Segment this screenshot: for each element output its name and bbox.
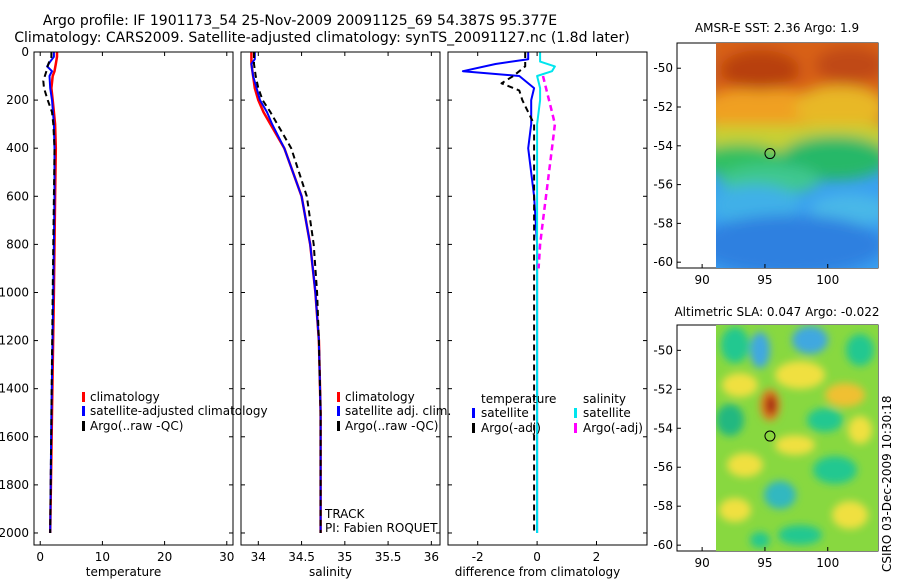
- difference-legend-swatch-3: [574, 423, 577, 433]
- figure-title-line1: Argo profile: IF 1901173_54 25-Nov-2009 …: [43, 13, 557, 29]
- depth-tick-label-6: 1200: [0, 334, 29, 348]
- sst-map-ytick-label-0: -50: [653, 61, 673, 75]
- salinity-legend-swatch-1: [337, 406, 340, 416]
- difference-legend-title-0: temperature: [481, 392, 556, 406]
- depth-tick-label-1: 200: [6, 93, 29, 107]
- difference-legend-swatch-2: [574, 408, 577, 418]
- salinity-xlabel: salinity: [309, 565, 352, 579]
- difference-series-2: [536, 52, 556, 533]
- depth-tick-label-5: 1000: [0, 285, 29, 299]
- temperature-xtick-label-1: 10: [95, 550, 110, 564]
- salinity-legend-swatch-2: [337, 421, 340, 431]
- salinity-legend-label-2: Argo(..raw -QC): [345, 419, 438, 433]
- salinity-legend-label-1: satellite adj. clim.: [345, 404, 451, 418]
- difference-legend-label-1: Argo(-adj): [481, 421, 541, 435]
- difference-legend-swatch-0: [472, 408, 475, 418]
- difference-legend-title-1: salinity: [583, 392, 626, 406]
- sst-map-ytick-label-2: -54: [653, 139, 673, 153]
- difference-xlabel: difference from climatology: [455, 565, 621, 579]
- temperature-legend-swatch-2: [82, 421, 85, 431]
- depth-tick-label-4: 800: [6, 237, 29, 251]
- salinity-legend-swatch-0: [337, 392, 340, 402]
- difference-series-1: [500, 52, 536, 533]
- depth-tick-label-3: 600: [6, 189, 29, 203]
- temperature-legend-label-0: climatology: [90, 390, 160, 404]
- sla-map-panel: Altimetric SLA: 0.047 Argo: -0.022: [653, 305, 879, 570]
- difference-xtick-label-2: 2: [593, 550, 601, 564]
- temperature-legend-swatch-1: [82, 406, 85, 416]
- salinity-legend-label-0: climatology: [345, 390, 415, 404]
- sst-map-xtick-label-1: 95: [757, 273, 772, 287]
- salinity-panel: 34 34.5 35 35.5 36 salinity climatologysatelli…: [240, 51, 451, 579]
- sst-map-title: AMSR-E SST: 2.36 Argo: 1.9: [695, 21, 859, 35]
- temperature-xtick-label-2: 20: [157, 550, 172, 564]
- salinity-annotation-0: TRACK: [324, 507, 366, 521]
- salinity-axes-frame: [240, 51, 441, 546]
- sla-map-ytick-label-4: -58: [653, 499, 673, 513]
- difference-legend-label-2: satellite: [583, 406, 631, 420]
- salinity-xtick-label-2: 35: [337, 550, 352, 564]
- salinity-series-0: [250, 52, 322, 533]
- temperature-series-2: [42, 52, 56, 534]
- sla-argo-marker: [764, 430, 776, 442]
- salinity-xtick-label-0: 34: [251, 550, 266, 564]
- sla-map-ytick-label-2: -54: [653, 421, 673, 435]
- salinity-annotation-1: PI: Fabien ROQUET: [325, 521, 438, 535]
- salinity-series-2: [253, 52, 322, 533]
- temperature-axes-frame: [33, 51, 234, 546]
- sla-map-ytick-label-1: -52: [653, 382, 673, 396]
- temperature-legend-swatch-0: [82, 392, 85, 402]
- footer-timestamp: CSIRO 03-Dec-2009 10:30:18: [880, 395, 894, 572]
- depth-tick-label-0: 0: [21, 45, 29, 59]
- difference-xtick-label-1: 0: [533, 550, 541, 564]
- sla-map-xtick-label-2: 100: [816, 556, 839, 570]
- temperature-legend-label-2: Argo(..raw -QC): [90, 419, 183, 433]
- temperature-panel: 0 10 20 30 temperature 0 200 400 600 800 1000 1200 1…: [0, 45, 268, 579]
- salinity-xtick-label-4: 36: [424, 550, 439, 564]
- difference-legend-label-3: Argo(-adj): [583, 421, 643, 435]
- sst-map-xtick-label-2: 100: [816, 273, 839, 287]
- depth-tick-label-9: 1800: [0, 478, 29, 492]
- depth-tick-label-8: 1600: [0, 430, 29, 444]
- difference-series-0: [461, 52, 539, 533]
- salinity-series-1: [250, 52, 322, 533]
- sla-map-xtick-label-1: 95: [757, 556, 772, 570]
- temperature-xlabel: temperature: [86, 565, 161, 579]
- salinity-xtick-label-1: 34.5: [288, 550, 315, 564]
- temperature-xtick-label-0: 0: [36, 550, 44, 564]
- sla-map-ytick-label-5: -60: [653, 538, 673, 552]
- difference-legend-label-0: satellite: [481, 406, 529, 420]
- figure-title-line2: Climatology: CARS2009. Satellite-adjuste…: [14, 30, 629, 46]
- sla-map-title: Altimetric SLA: 0.047 Argo: -0.022: [674, 305, 879, 319]
- sla-map-xtick-label-0: 90: [694, 556, 709, 570]
- sst-map-ytick-label-3: -56: [653, 178, 673, 192]
- difference-xtick-label-0: -2: [472, 550, 484, 564]
- depth-tick-label-2: 400: [6, 141, 29, 155]
- sla-map-ytick-label-0: -50: [653, 343, 673, 357]
- temperature-xtick-label-3: 30: [219, 550, 234, 564]
- depth-tick-label-10: 2000: [0, 526, 29, 540]
- depth-tick-label-7: 1400: [0, 382, 29, 396]
- difference-axes-frame: [447, 51, 648, 546]
- difference-series-3: [537, 75, 557, 269]
- sst-argo-marker: [764, 148, 776, 160]
- sst-map-ytick-label-5: -60: [653, 255, 673, 269]
- sla-map-ytick-label-3: -56: [653, 460, 673, 474]
- sst-map-panel: AMSR-E SST: 2.36 Argo: 1.9 90 95 100 -50 -52…: [653, 21, 879, 287]
- temperature-legend-label-1: satellite-adjusted climatology: [90, 404, 268, 418]
- sst-map-ytick-label-4: -58: [653, 216, 673, 230]
- sst-map-ytick-label-1: -52: [653, 100, 673, 114]
- salinity-xtick-label-3: 35.5: [375, 550, 402, 564]
- sst-map-xtick-label-0: 90: [694, 273, 709, 287]
- sst-heatmap: [716, 43, 878, 268]
- sla-heatmap: [716, 325, 878, 551]
- difference-legend-swatch-1: [472, 423, 475, 433]
